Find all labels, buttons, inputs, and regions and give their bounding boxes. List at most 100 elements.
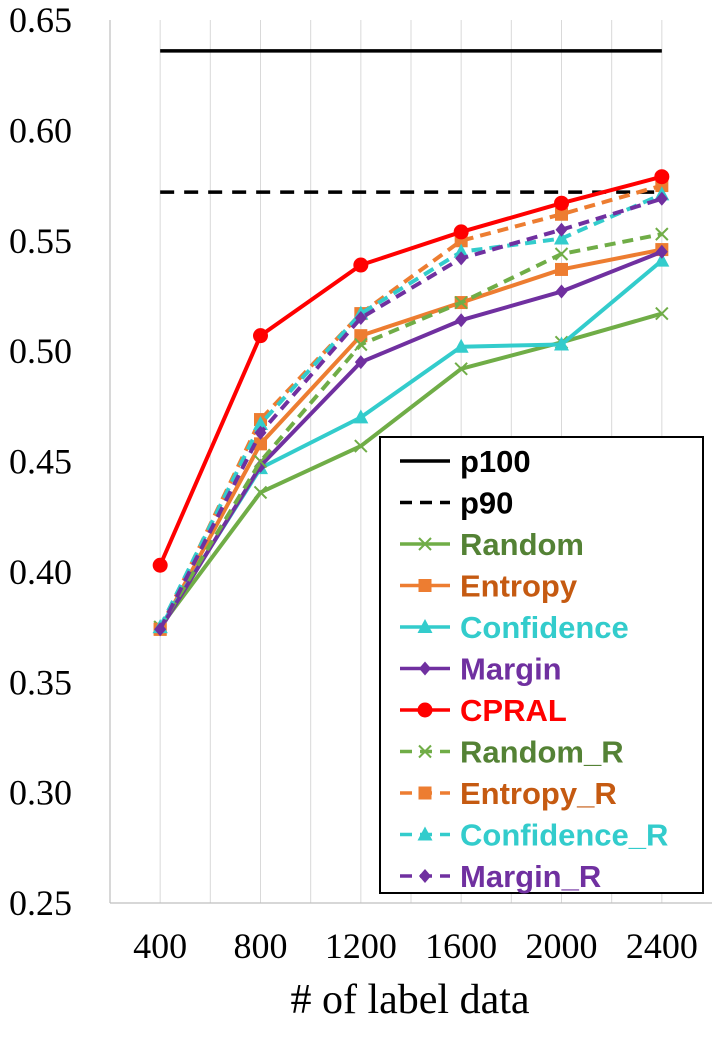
legend-label: p90: [460, 486, 513, 521]
data-point: [655, 306, 669, 321]
data-point: [354, 355, 367, 370]
series-line-entropy-r: [158, 183, 663, 631]
legend-item-entropy: Entropy: [400, 569, 578, 604]
legend-swatch-marker: [418, 579, 432, 592]
legend-label: Random_R: [460, 735, 624, 770]
data-point: [454, 362, 468, 376]
legend-swatch-marker: [419, 661, 431, 676]
series-line-confidence-r: [158, 192, 663, 628]
data-point: [254, 425, 267, 440]
legend-label: Entropy_R: [460, 776, 617, 811]
data-point: [554, 336, 569, 351]
legend: p100 p90 Random Entropy Confidence Margin CPRA…: [379, 436, 704, 894]
data-point: [253, 328, 268, 344]
data-point: [354, 329, 368, 343]
data-point: [354, 311, 367, 326]
series-margin-r: [154, 191, 668, 637]
x-tick-label: 800: [234, 926, 288, 966]
data-point: [654, 169, 670, 185]
y-axis-ticks: 0.25 0.30 0.35 0.40 0.45 0.50 0.55 0.60 0.65: [9, 0, 72, 923]
axes: [109, 20, 712, 904]
x-tick-label: 2000: [526, 926, 598, 966]
legend-label: Margin_R: [460, 859, 601, 894]
y-tick-label: 0.25: [9, 883, 72, 923]
series-line-random: [158, 311, 663, 629]
marker-stroke: [354, 337, 368, 352]
marker-stroke: [655, 227, 669, 241]
data-point: [555, 222, 568, 237]
marker-stroke: [655, 306, 669, 321]
legend-item-p100: p100: [400, 444, 531, 479]
x-axis-title: # of label data: [290, 977, 529, 1023]
data-point: [554, 230, 569, 245]
data-point: [554, 195, 569, 211]
legend-item-margin-r: Margin_R: [400, 859, 601, 894]
data-point: [254, 437, 267, 451]
series-line-margin-r: [158, 196, 663, 631]
series-line-entropy: [158, 247, 663, 631]
legend-swatch-marker: [418, 537, 432, 551]
series-line-random-r: [158, 232, 663, 629]
marker-stroke: [454, 295, 468, 310]
data-point: [453, 224, 469, 240]
legend-swatch-marker: [417, 702, 433, 718]
y-tick-label: 0.40: [9, 552, 72, 592]
data-point: [453, 338, 469, 353]
x-tick-label: 2400: [626, 926, 698, 966]
data-point: [554, 247, 569, 261]
legend-item-confidence-r: Confidence_R: [400, 818, 668, 853]
data-point: [253, 415, 268, 430]
y-tick-label: 0.50: [9, 331, 72, 371]
y-tick-label: 0.30: [9, 773, 72, 813]
marker-stroke: [554, 247, 569, 261]
data-point: [253, 485, 268, 500]
legend-label: Random: [460, 527, 584, 562]
x-axis-ticks: 400 800 1200 1600 2000 2400: [133, 926, 698, 966]
legend-item-random: Random: [400, 527, 584, 562]
data-point: [154, 622, 167, 637]
data-point: [455, 251, 468, 266]
data-point: [555, 262, 568, 276]
marker-stroke: [354, 439, 368, 453]
x-tick-label: 1200: [325, 926, 397, 966]
legend-label: Margin: [460, 652, 562, 687]
legend-label: p100: [460, 444, 531, 479]
x-tick-label: 1600: [425, 926, 497, 966]
legend-item-entropy-r: Entropy_R: [400, 776, 617, 811]
series-line-cpral: [158, 174, 663, 567]
legend-label: CPRAL: [460, 693, 567, 728]
legend-item-confidence: Confidence: [400, 610, 629, 645]
legend-box: [379, 436, 704, 894]
legend-swatch-marker: [418, 744, 432, 759]
series-random-r: [153, 227, 669, 634]
legend-label: Entropy: [460, 569, 578, 604]
y-tick-label: 0.60: [9, 110, 72, 150]
y-tick-label: 0.55: [9, 221, 72, 261]
legend-label: Confidence: [460, 610, 629, 645]
data-point: [555, 207, 568, 221]
data-point: [453, 243, 469, 258]
y-tick-label: 0.65: [9, 0, 72, 40]
data-point: [454, 295, 468, 310]
legend-swatch-marker: [419, 869, 431, 883]
series-group: [152, 49, 670, 637]
data-point: [353, 409, 369, 424]
data-point: [555, 284, 568, 299]
data-point: [253, 454, 268, 469]
data-point: [655, 191, 668, 206]
legend-item-margin: Margin: [400, 652, 562, 687]
legend-swatch-marker: [417, 619, 433, 633]
marker-stroke: [454, 362, 468, 376]
y-tick-label: 0.35: [9, 662, 72, 702]
legend-swatch-marker: [418, 786, 432, 800]
data-point: [655, 244, 668, 259]
legend-label: Confidence_R: [460, 818, 668, 853]
data-point: [353, 257, 369, 273]
legend-item-p90: p90: [400, 486, 513, 521]
x-tick-label: 400: [133, 926, 187, 966]
marker-stroke: [253, 454, 268, 469]
legend-item-random-r: Random_R: [400, 735, 624, 770]
data-point: [354, 439, 368, 453]
y-tick-label: 0.45: [9, 442, 72, 482]
